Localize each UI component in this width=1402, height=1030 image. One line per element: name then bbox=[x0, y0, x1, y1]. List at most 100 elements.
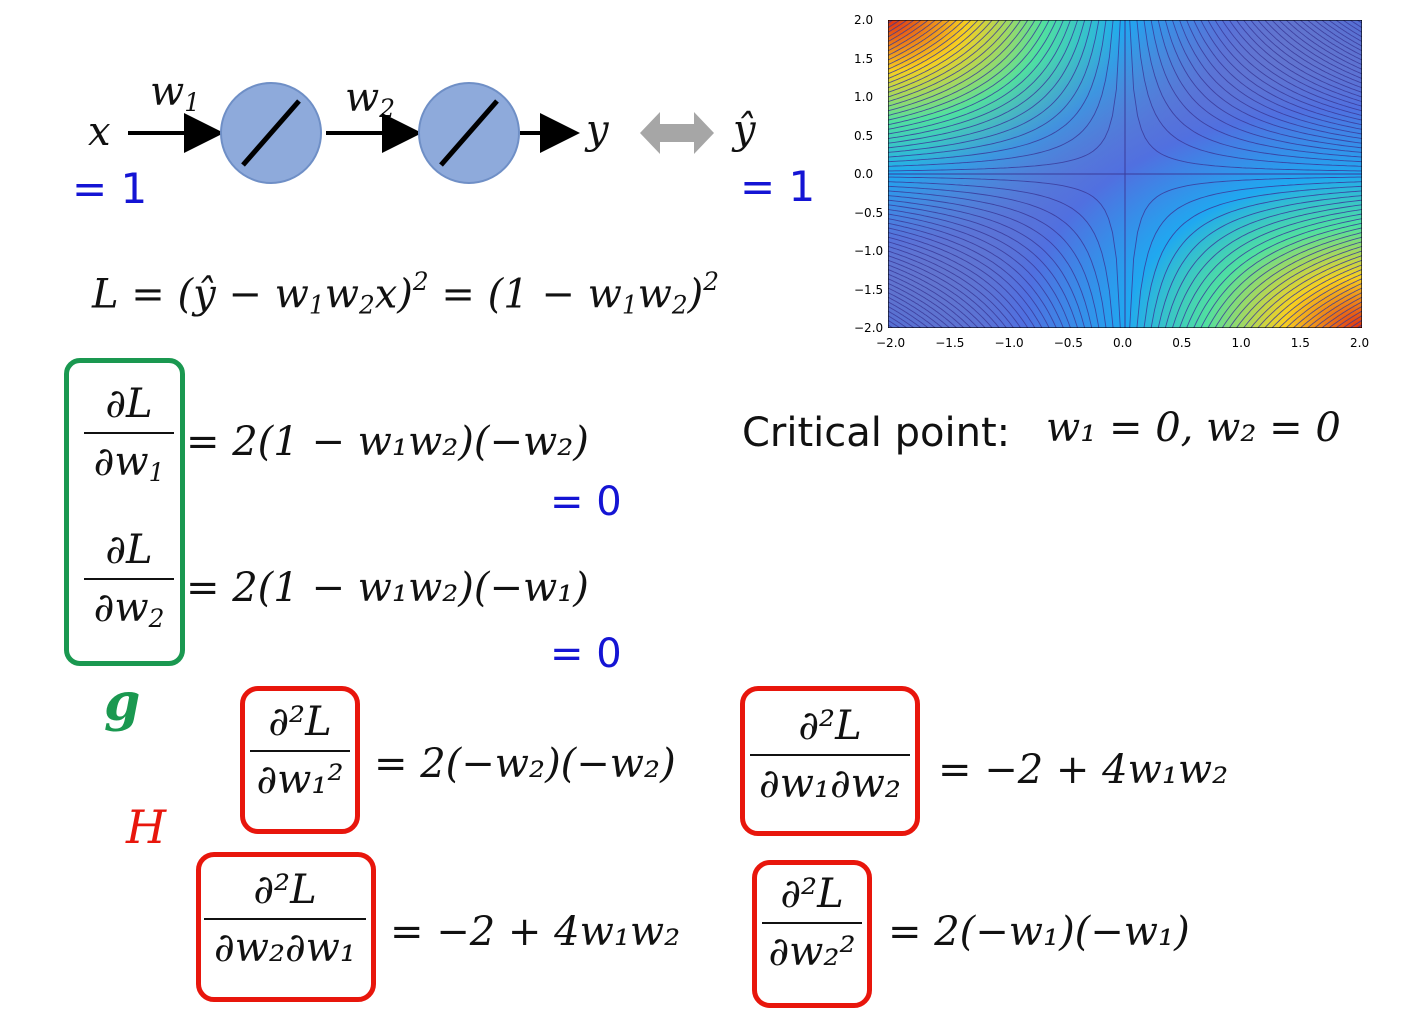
y-tick-label: 1.0 bbox=[854, 90, 874, 104]
contour-line bbox=[1349, 20, 1362, 29]
contour-line bbox=[888, 20, 1014, 103]
contour-line bbox=[888, 20, 1000, 93]
contour-line bbox=[888, 287, 950, 328]
contour-line bbox=[1285, 20, 1362, 70]
y-tick-label: −0.5 bbox=[854, 205, 884, 220]
y-tick-label: 1.5 bbox=[854, 51, 874, 66]
contour-line bbox=[1292, 282, 1362, 328]
contour-line bbox=[888, 255, 1000, 328]
weight-w1: w1 bbox=[150, 69, 201, 118]
y-tick-label: −1.0 bbox=[854, 244, 884, 258]
contour-svg bbox=[888, 20, 1362, 328]
contour-line bbox=[888, 20, 929, 47]
contour-line bbox=[888, 236, 1029, 328]
contour-line bbox=[1257, 259, 1362, 328]
contour-line bbox=[1193, 218, 1362, 328]
contour-line bbox=[1321, 20, 1362, 47]
contour-line bbox=[1228, 20, 1362, 107]
contour-line bbox=[1214, 20, 1362, 116]
x-tick-label: 1.0 bbox=[1231, 336, 1251, 350]
contour-line bbox=[888, 20, 1036, 116]
contour-line bbox=[1171, 20, 1362, 144]
contour-line bbox=[888, 20, 936, 52]
h12-rhs: = −2 + 4w₁w₂ bbox=[938, 747, 1229, 793]
contour-line bbox=[888, 204, 1079, 328]
contour-line bbox=[1171, 204, 1362, 328]
h12-box bbox=[740, 686, 920, 836]
contour-line bbox=[1321, 301, 1362, 328]
network-svg bbox=[128, 82, 714, 184]
y-tick-label: 0.0 bbox=[854, 167, 874, 181]
contour-line bbox=[888, 176, 1121, 328]
contour-line bbox=[888, 20, 1007, 98]
contour-line bbox=[1250, 20, 1362, 93]
contour-line bbox=[1257, 20, 1362, 89]
contour-line bbox=[888, 20, 993, 89]
contour-line bbox=[1264, 20, 1362, 84]
input-x: x bbox=[88, 109, 111, 155]
h11-frac: ∂²L ∂w₁² bbox=[250, 700, 350, 802]
contour-line bbox=[1349, 319, 1362, 328]
contour-line bbox=[888, 20, 901, 29]
x-tick-label: −0.5 bbox=[1053, 336, 1083, 350]
contour-line bbox=[1243, 250, 1362, 328]
contour-line bbox=[888, 20, 965, 70]
critical-point-label: Critical point: bbox=[742, 410, 1011, 456]
contour-line bbox=[1136, 181, 1362, 328]
contour-line bbox=[888, 20, 915, 38]
contour-line bbox=[888, 185, 1107, 328]
contour-line bbox=[1236, 20, 1362, 103]
input-value: = 1 bbox=[72, 164, 148, 213]
contour-line bbox=[888, 20, 1114, 167]
x-tick-label: 0.5 bbox=[1172, 336, 1192, 350]
contour-line bbox=[888, 241, 1022, 328]
output-y: y bbox=[586, 107, 609, 153]
contour-line bbox=[888, 273, 972, 328]
contour-line bbox=[1214, 232, 1362, 328]
contour-line bbox=[1236, 245, 1362, 328]
contour-line bbox=[1221, 236, 1362, 328]
contour-line bbox=[888, 269, 979, 328]
loss-equation: L = (ŷ − w1w2x)2 = (1 − w1w2)2 bbox=[92, 267, 720, 320]
contour-line bbox=[888, 20, 908, 33]
dL-dw2: ∂L ∂w2 bbox=[84, 528, 174, 632]
contour-line bbox=[888, 20, 1079, 144]
contour-line bbox=[888, 199, 1086, 328]
double-arrow bbox=[640, 112, 714, 154]
y-tick-label: 0.5 bbox=[854, 128, 874, 143]
h21-frac: ∂²L ∂w₂∂w₁ bbox=[204, 868, 366, 970]
linear-activation-2 bbox=[439, 99, 499, 167]
dL-dw2-zero: = 0 bbox=[550, 631, 622, 677]
x-tick-label: −1.5 bbox=[935, 336, 965, 350]
contour-line bbox=[888, 213, 1064, 328]
contour-line bbox=[1207, 227, 1362, 328]
contour-line bbox=[888, 20, 1107, 163]
gradient-box bbox=[64, 358, 185, 666]
contour-line bbox=[888, 20, 1057, 130]
contour-line bbox=[888, 310, 915, 328]
contour-line bbox=[1129, 176, 1362, 328]
contour-line bbox=[1157, 195, 1362, 328]
contour-line bbox=[1300, 287, 1362, 328]
contour-line bbox=[1179, 208, 1362, 328]
contour-line bbox=[1335, 310, 1362, 328]
contour-line bbox=[1200, 222, 1362, 328]
contour-line bbox=[1143, 20, 1362, 163]
contour-line bbox=[888, 20, 1100, 158]
contour-line bbox=[1250, 255, 1362, 328]
contour-line bbox=[888, 20, 950, 61]
contour-line bbox=[888, 305, 922, 328]
contour-line bbox=[1328, 20, 1362, 43]
contour-line bbox=[888, 319, 901, 328]
y-tick-label: −1.5 bbox=[854, 282, 884, 297]
contour-line bbox=[1307, 292, 1362, 328]
contour-line bbox=[1271, 20, 1362, 79]
gradient-label: g bbox=[104, 672, 141, 733]
contour-line bbox=[1342, 20, 1362, 33]
contour-line bbox=[888, 20, 922, 43]
contour-line bbox=[888, 259, 993, 328]
contour-line bbox=[1221, 20, 1362, 112]
contour-line bbox=[888, 227, 1043, 328]
contour-line bbox=[888, 245, 1014, 328]
h21-box bbox=[196, 852, 376, 1002]
